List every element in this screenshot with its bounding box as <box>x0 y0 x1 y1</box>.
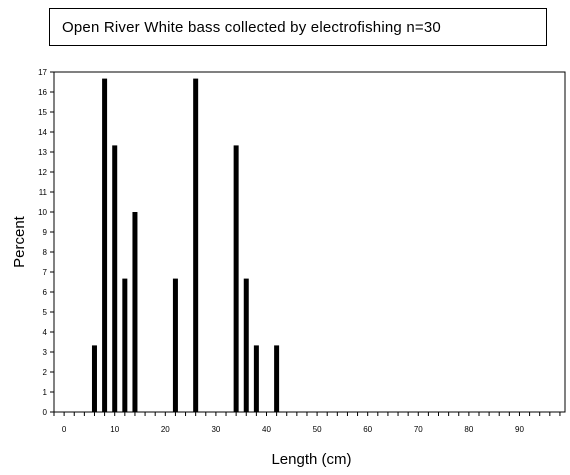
x-tick-label: 0 <box>62 425 67 434</box>
y-tick-label: 7 <box>43 268 48 277</box>
y-tick-label: 4 <box>43 328 48 337</box>
y-tick-label: 5 <box>43 308 48 317</box>
chart-title-box: Open River White bass collected by elect… <box>49 8 547 46</box>
y-tick-label: 1 <box>43 388 48 397</box>
y-tick-label: 9 <box>43 228 48 237</box>
y-tick-label: 12 <box>38 168 47 177</box>
y-tick-label: 6 <box>43 288 48 297</box>
y-tick-label: 16 <box>38 88 47 97</box>
y-tick-label: 2 <box>43 368 48 377</box>
bar <box>102 78 108 412</box>
x-tick-label: 60 <box>363 425 372 434</box>
x-tick-label: 90 <box>515 425 524 434</box>
bar <box>112 145 118 412</box>
bar <box>172 278 178 412</box>
chart-title: Open River White bass collected by elect… <box>62 19 441 36</box>
x-tick-label: 40 <box>262 425 271 434</box>
bar <box>253 345 259 412</box>
bar <box>233 145 239 412</box>
bar <box>274 345 280 412</box>
y-tick-label: 8 <box>43 248 48 257</box>
bars <box>91 78 280 412</box>
x-axis: 0 10 20 30 40 50 60 70 80 90 <box>53 412 561 434</box>
plot-frame <box>53 71 566 413</box>
bar <box>122 278 128 412</box>
x-tick-label: 50 <box>313 425 322 434</box>
x-tick-label: 20 <box>161 425 170 434</box>
x-tick-label: 70 <box>414 425 423 434</box>
y-tick-label: 17 <box>38 68 47 77</box>
bar <box>132 212 138 412</box>
x-tick-label: 30 <box>211 425 220 434</box>
bar <box>243 278 249 412</box>
y-tick-label: 11 <box>39 188 48 197</box>
y-tick-label: 14 <box>38 128 47 137</box>
y-tick-label: 15 <box>38 108 47 117</box>
x-tick-label: 80 <box>464 425 473 434</box>
y-tick-label: 0 <box>43 408 48 417</box>
bar <box>193 78 199 412</box>
bar <box>91 345 97 412</box>
y-tick-label: 3 <box>43 348 48 357</box>
x-tick-label: 10 <box>110 425 119 434</box>
y-axis-title: Percent <box>11 215 28 268</box>
y-tick-label: 13 <box>38 148 47 157</box>
y-tick-label: 10 <box>38 208 47 217</box>
x-axis-title: Length (cm) <box>271 451 351 468</box>
